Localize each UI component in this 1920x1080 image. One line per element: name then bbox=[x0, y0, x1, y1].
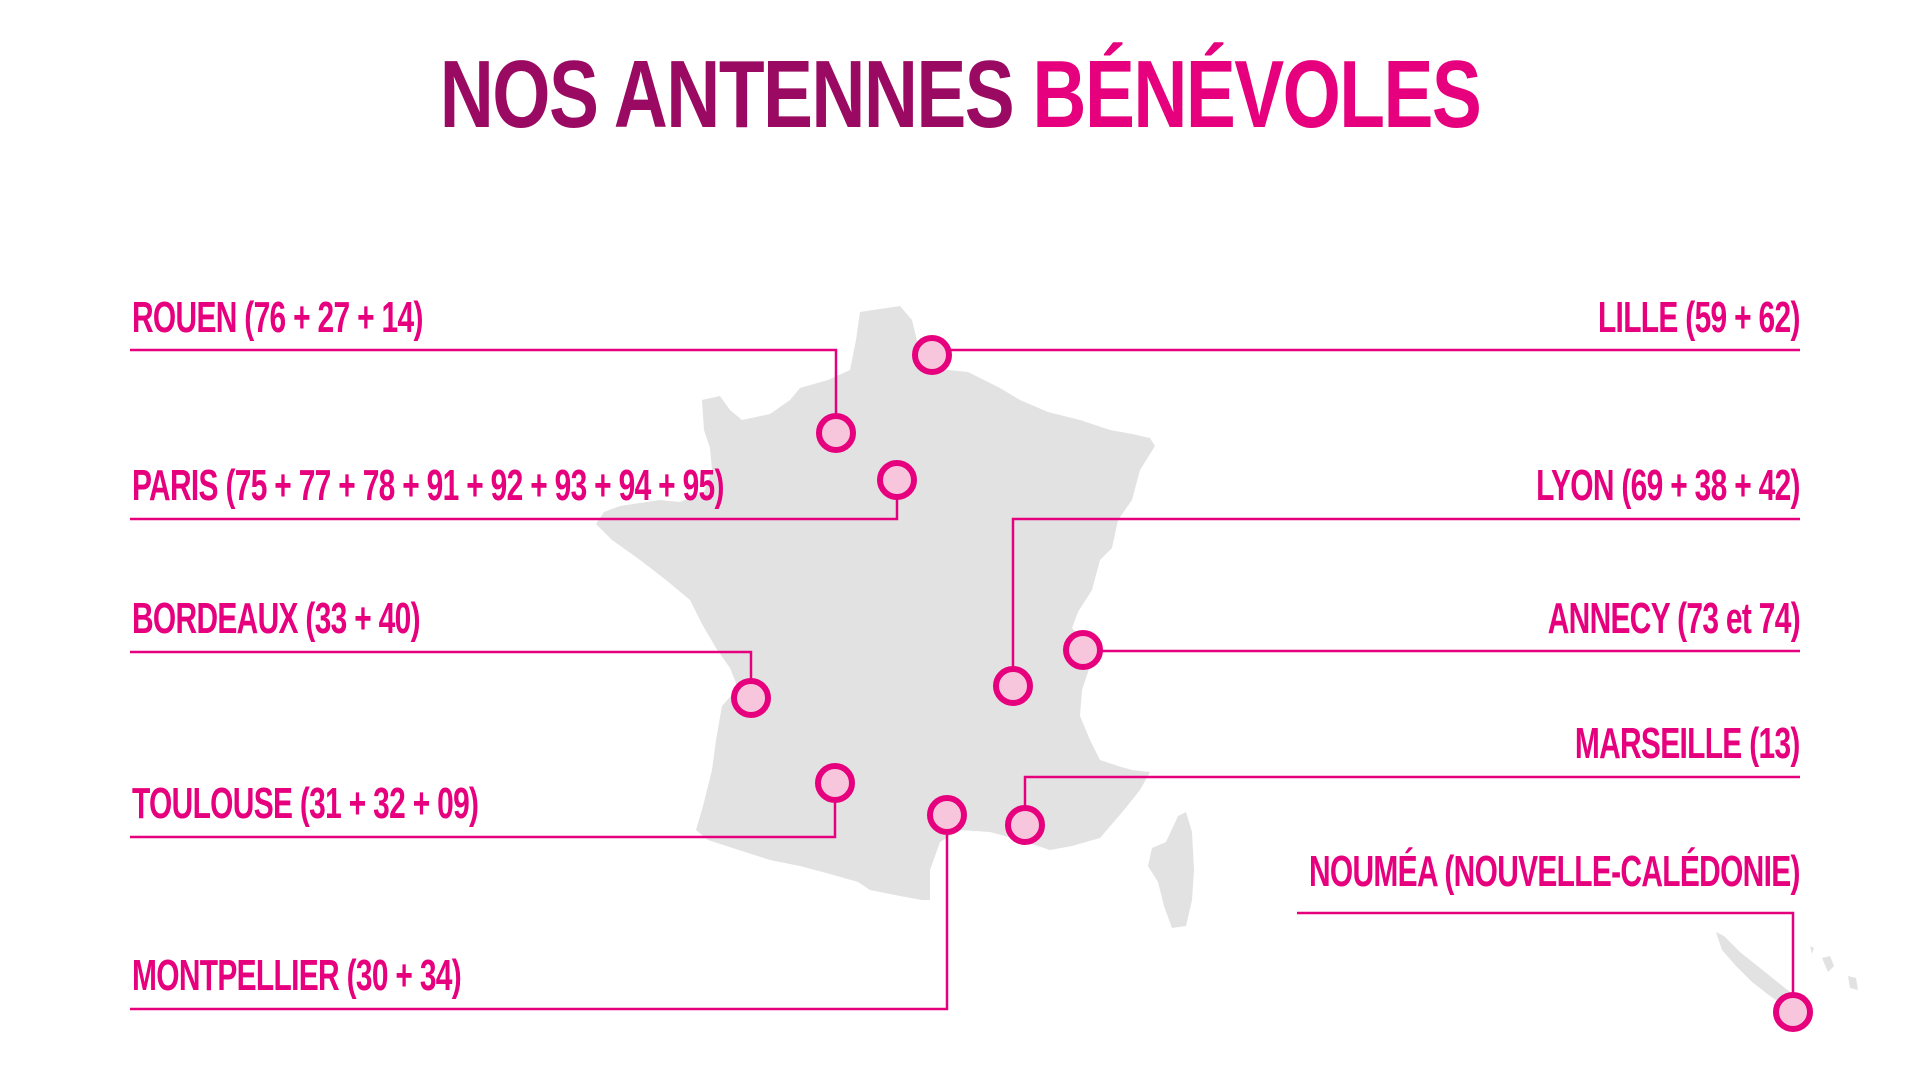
label-paris: PARIS (75 + 77 + 78 + 91 + 92 + 93 + 94 … bbox=[132, 461, 724, 510]
title-part-1: NOS ANTENNES bbox=[439, 41, 1015, 148]
label-marseille: MARSEILLE (13) bbox=[1575, 719, 1801, 768]
page-title: NOS ANTENNES BÉNÉVOLES bbox=[211, 40, 1709, 150]
label-lyon: LYON (69 + 38 + 42) bbox=[1536, 461, 1800, 510]
leader-line-toulouse bbox=[130, 801, 837, 839]
leader-line-rouen bbox=[130, 348, 838, 415]
leader-line-paris bbox=[130, 498, 899, 521]
marker-rouen[interactable] bbox=[816, 413, 856, 453]
map-loyalty-islands bbox=[1810, 946, 1858, 990]
leader-line-lyon bbox=[1011, 517, 1800, 668]
leader-line-marseille bbox=[1023, 775, 1800, 807]
map-france-mainland bbox=[596, 306, 1155, 900]
leader-lines bbox=[130, 348, 1800, 1011]
leader-line-bordeaux bbox=[130, 650, 753, 680]
label-toulouse: TOULOUSE (31 + 32 + 09) bbox=[132, 779, 479, 828]
marker-noumea[interactable] bbox=[1773, 992, 1813, 1032]
leader-line-noumea bbox=[1297, 911, 1795, 994]
title-part-2: BÉNÉVOLES bbox=[1032, 41, 1481, 148]
marker-paris[interactable] bbox=[877, 460, 917, 500]
marker-montpellier[interactable] bbox=[927, 795, 967, 835]
marker-marseille[interactable] bbox=[1005, 805, 1045, 845]
marker-toulouse[interactable] bbox=[815, 763, 855, 803]
label-montpellier: MONTPELLIER (30 + 34) bbox=[132, 951, 462, 1000]
label-rouen: ROUEN (76 + 27 + 14) bbox=[132, 293, 423, 342]
label-bordeaux: BORDEAUX (33 + 40) bbox=[132, 594, 421, 643]
marker-lyon[interactable] bbox=[993, 666, 1033, 706]
marker-annecy[interactable] bbox=[1063, 630, 1103, 670]
label-annecy: ANNECY (73 et 74) bbox=[1547, 594, 1801, 643]
marker-bordeaux[interactable] bbox=[731, 678, 771, 718]
label-noumea: NOUMÉA (NOUVELLE-CALÉDONIE) bbox=[1309, 847, 1801, 896]
leader-line-montpellier bbox=[130, 833, 949, 1011]
map-corsica bbox=[1148, 812, 1194, 928]
marker-lille[interactable] bbox=[912, 335, 952, 375]
label-lille: LILLE (59 + 62) bbox=[1598, 293, 1800, 342]
